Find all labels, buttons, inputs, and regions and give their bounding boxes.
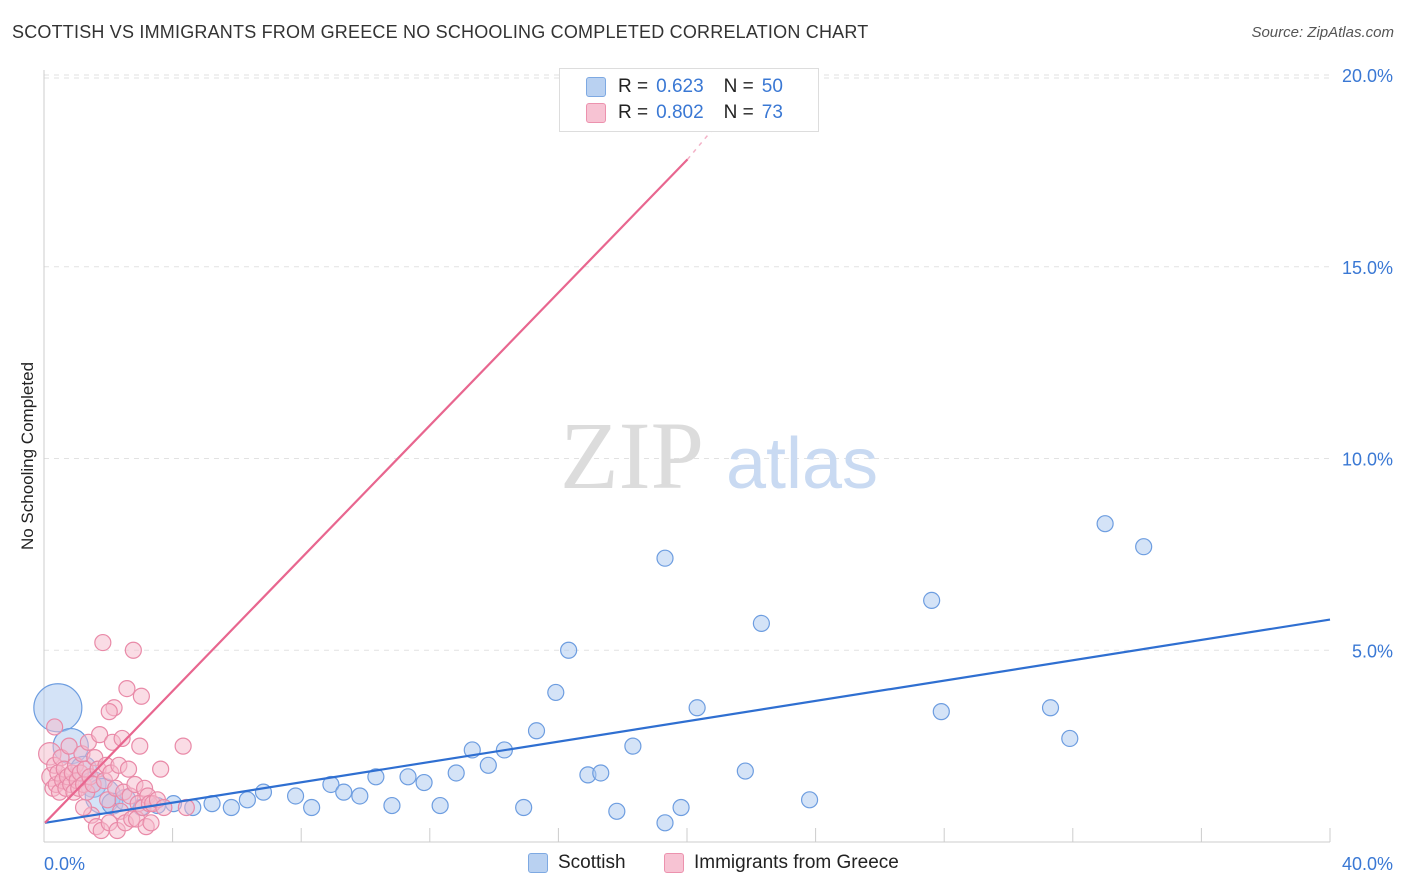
scottish-point — [560, 641, 578, 659]
scottish-point — [383, 796, 401, 815]
scottish-point — [1041, 699, 1060, 717]
scottish-point — [335, 783, 353, 801]
greece-point — [119, 760, 138, 778]
scottish-point — [222, 798, 240, 817]
scottish-point — [527, 722, 546, 740]
scottish-swatch — [586, 77, 606, 97]
y-tick-label: 20.0% — [1342, 66, 1393, 86]
r-label: R = — [618, 102, 649, 123]
greece-point — [155, 798, 173, 817]
greece-point — [174, 737, 192, 755]
scottish-point — [415, 773, 433, 792]
y-tick-label: 5.0% — [1352, 641, 1393, 661]
y-tick-label: 10.0% — [1342, 450, 1393, 470]
scottish-point — [656, 549, 674, 567]
scottish-point — [1096, 515, 1114, 533]
greece-legend-swatch — [664, 853, 684, 873]
stats-legend: R = 0.623 N = 50 R = 0.802 N = 73 — [559, 68, 819, 132]
scottish-point — [431, 796, 449, 815]
scottish-n-value: 50 — [761, 76, 783, 97]
scottish-point — [688, 699, 706, 717]
greece-point — [94, 633, 112, 652]
greece-point — [46, 718, 64, 736]
source-credit: Source: ZipAtlas.com — [1251, 24, 1394, 41]
greece-point — [100, 703, 118, 721]
x-tick-label: 40.0% — [1342, 854, 1393, 874]
scottish-point — [656, 814, 674, 832]
scottish-point — [238, 791, 256, 809]
scottish-trend-line — [44, 618, 1331, 824]
n-label: N = — [723, 102, 754, 123]
chart-title: SCOTTISH VS IMMIGRANTS FROM GREECE NO SC… — [12, 22, 869, 42]
greece-legend-label: Immigrants from Greece — [694, 852, 899, 873]
greece-point — [74, 798, 93, 817]
scottish-legend-swatch — [528, 853, 548, 873]
scottish-point — [800, 791, 819, 809]
scottish-point — [923, 591, 941, 609]
greece-point — [91, 726, 109, 744]
greece-point — [60, 737, 78, 755]
watermark-zip: ZIP — [560, 402, 704, 509]
scottish-point — [1135, 538, 1153, 556]
greece-trend-extension — [686, 112, 727, 160]
watermark-atlas: atlas — [726, 424, 878, 504]
scottish-point — [303, 798, 321, 817]
scottish-r-value: 0.623 — [656, 76, 704, 97]
scottish-point — [479, 756, 497, 774]
greece-point — [131, 737, 149, 755]
scottish-point — [399, 768, 417, 786]
r-label: R = — [618, 76, 649, 97]
n-label: N = — [723, 76, 754, 97]
scottish-point — [672, 798, 690, 817]
scottish-legend-label: Scottish — [558, 852, 626, 873]
y-axis-label: No Schooling Completed — [18, 361, 37, 551]
x-tick-label: 0.0% — [44, 854, 85, 874]
greece-trend-line — [44, 158, 689, 824]
legend-row-greece: R = 0.802 N = 73 — [586, 100, 783, 126]
scottish-point — [752, 614, 770, 633]
greece-point — [124, 641, 142, 659]
scottish-point — [547, 683, 565, 702]
legend-item-scottish[interactable]: Scottish — [528, 852, 626, 874]
scottish-point — [1061, 729, 1079, 748]
scottish-point — [286, 787, 305, 805]
series-legend: Scottish Immigrants from Greece — [0, 852, 1406, 878]
scottish-point — [592, 764, 610, 782]
greece-point — [132, 687, 150, 705]
greece-r-value: 0.802 — [656, 102, 704, 123]
greece-swatch — [586, 103, 606, 123]
scottish-point — [932, 703, 950, 721]
scottish-point — [624, 737, 642, 755]
y-tick-label: 15.0% — [1342, 258, 1393, 278]
scottish-point — [351, 787, 369, 805]
greece-point — [113, 729, 131, 748]
greece-n-value: 73 — [761, 102, 783, 123]
legend-item-greece[interactable]: Immigrants from Greece — [664, 852, 899, 874]
scottish-point — [322, 775, 340, 794]
scottish-point — [515, 798, 533, 817]
greece-point — [118, 679, 136, 698]
legend-row-scottish: R = 0.623 N = 50 — [586, 74, 783, 100]
greece-point — [142, 814, 160, 832]
greece-point — [152, 760, 170, 778]
scottish-point — [367, 768, 385, 786]
scottish-point — [736, 762, 754, 780]
scottish-point — [447, 764, 465, 782]
scottish-point — [608, 802, 626, 820]
